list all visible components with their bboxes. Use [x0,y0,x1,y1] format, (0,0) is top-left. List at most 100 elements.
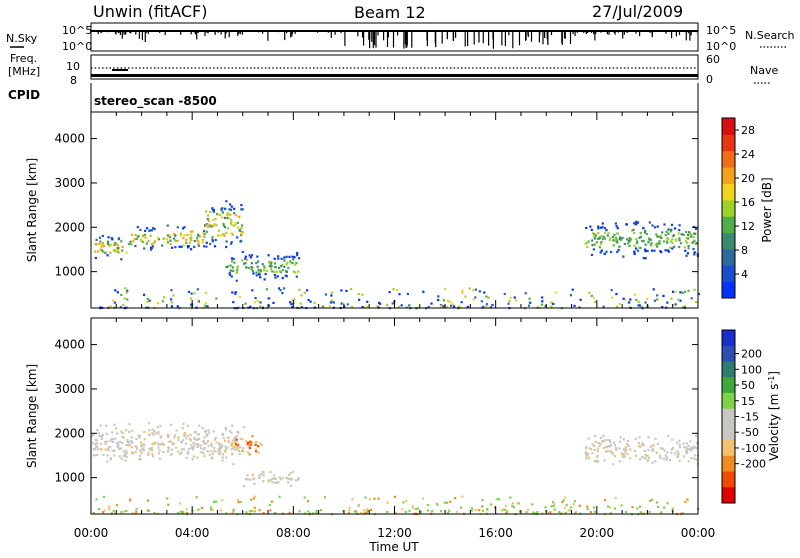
range-cell [281,269,285,272]
range-cell [268,260,271,263]
range-cell [136,226,139,229]
range-cell [547,512,550,515]
range-cell [108,245,111,248]
range-cell [197,433,200,436]
range-cell [233,261,236,264]
velocity-ylabel: Slant Range [km] [25,364,39,468]
range-cell [621,453,624,456]
range-cell [127,243,131,246]
velocity-colorbar-label: Velocity [m s-1] [767,371,782,461]
range-cell [169,239,172,242]
range-cell [485,303,489,306]
range-cell [229,213,232,216]
range-cell [180,451,183,454]
range-cell [213,438,216,441]
range-cell [118,440,121,443]
range-cell [189,297,192,300]
range-cell [504,504,508,507]
range-cell [268,304,271,307]
range-cell [665,230,668,233]
colorbar-segment [722,361,735,378]
range-cell [678,228,681,232]
range-cell [299,302,302,305]
range-cell [141,240,144,243]
range-cell [642,226,645,230]
range-cell [228,217,231,220]
range-cell [297,477,300,480]
range-cell [196,456,199,459]
range-cell [138,454,141,458]
range-cell [665,456,668,459]
range-cell [361,305,364,309]
range-cell [119,447,123,450]
range-cell [115,247,119,250]
range-cell [99,240,102,243]
range-cell [449,300,452,304]
colorbar-tick-label: -100 [741,442,766,455]
range-cell [210,506,213,509]
range-cell [225,447,228,450]
range-cell [677,232,680,235]
cpid-value: stereo_scan -8500 [94,94,217,109]
colorbar-segment [722,150,735,168]
range-cell [156,426,159,429]
range-cell [675,239,678,242]
range-cell [662,457,665,460]
range-cell [597,226,600,229]
colorbar-tick-label: 12 [741,220,755,233]
range-cell [130,451,133,454]
range-cell [199,444,202,447]
range-cell [592,232,595,235]
range-cell [175,429,178,432]
range-cell [599,436,602,439]
station-title: Unwin (fitACF) [93,2,207,21]
range-cell [120,457,123,460]
range-cell [268,479,271,482]
range-cell [651,249,654,252]
range-cell [659,234,662,237]
range-cell [600,249,603,252]
range-cell [101,433,104,436]
range-cell [365,511,368,514]
range-cell [659,456,662,459]
range-cell [656,294,659,297]
range-cell [377,497,380,500]
range-cell [606,439,609,442]
range-cell [695,227,698,230]
range-cell [240,232,243,235]
range-cell [230,431,233,434]
range-cell [590,253,594,256]
range-cell [96,448,99,451]
range-cell [648,510,651,514]
range-cell [686,252,689,255]
range-cell [529,301,532,304]
range-cell [478,509,481,512]
range-cell [647,241,650,244]
range-cell [692,236,695,239]
range-cell [97,431,100,434]
range-cell [129,499,132,502]
range-cell [594,234,597,237]
range-cell [206,450,209,453]
range-cell [203,235,206,238]
range-cell [646,304,650,307]
range-cell [540,303,543,306]
range-cell [486,508,489,511]
range-cell [511,502,514,505]
range-cell [186,424,190,427]
range-cell [122,450,125,453]
range-cell [396,288,399,292]
range-cell [666,301,669,304]
range-cell [154,442,157,445]
range-cell [619,238,622,241]
range-cell [653,226,657,229]
range-cell [241,250,244,254]
range-cell [257,260,260,263]
range-cell [619,236,622,239]
range-cell [638,436,641,439]
range-cell [179,232,182,235]
range-cell [203,436,206,439]
range-cell [249,478,252,481]
range-cell [230,257,233,260]
range-cell [677,298,680,301]
